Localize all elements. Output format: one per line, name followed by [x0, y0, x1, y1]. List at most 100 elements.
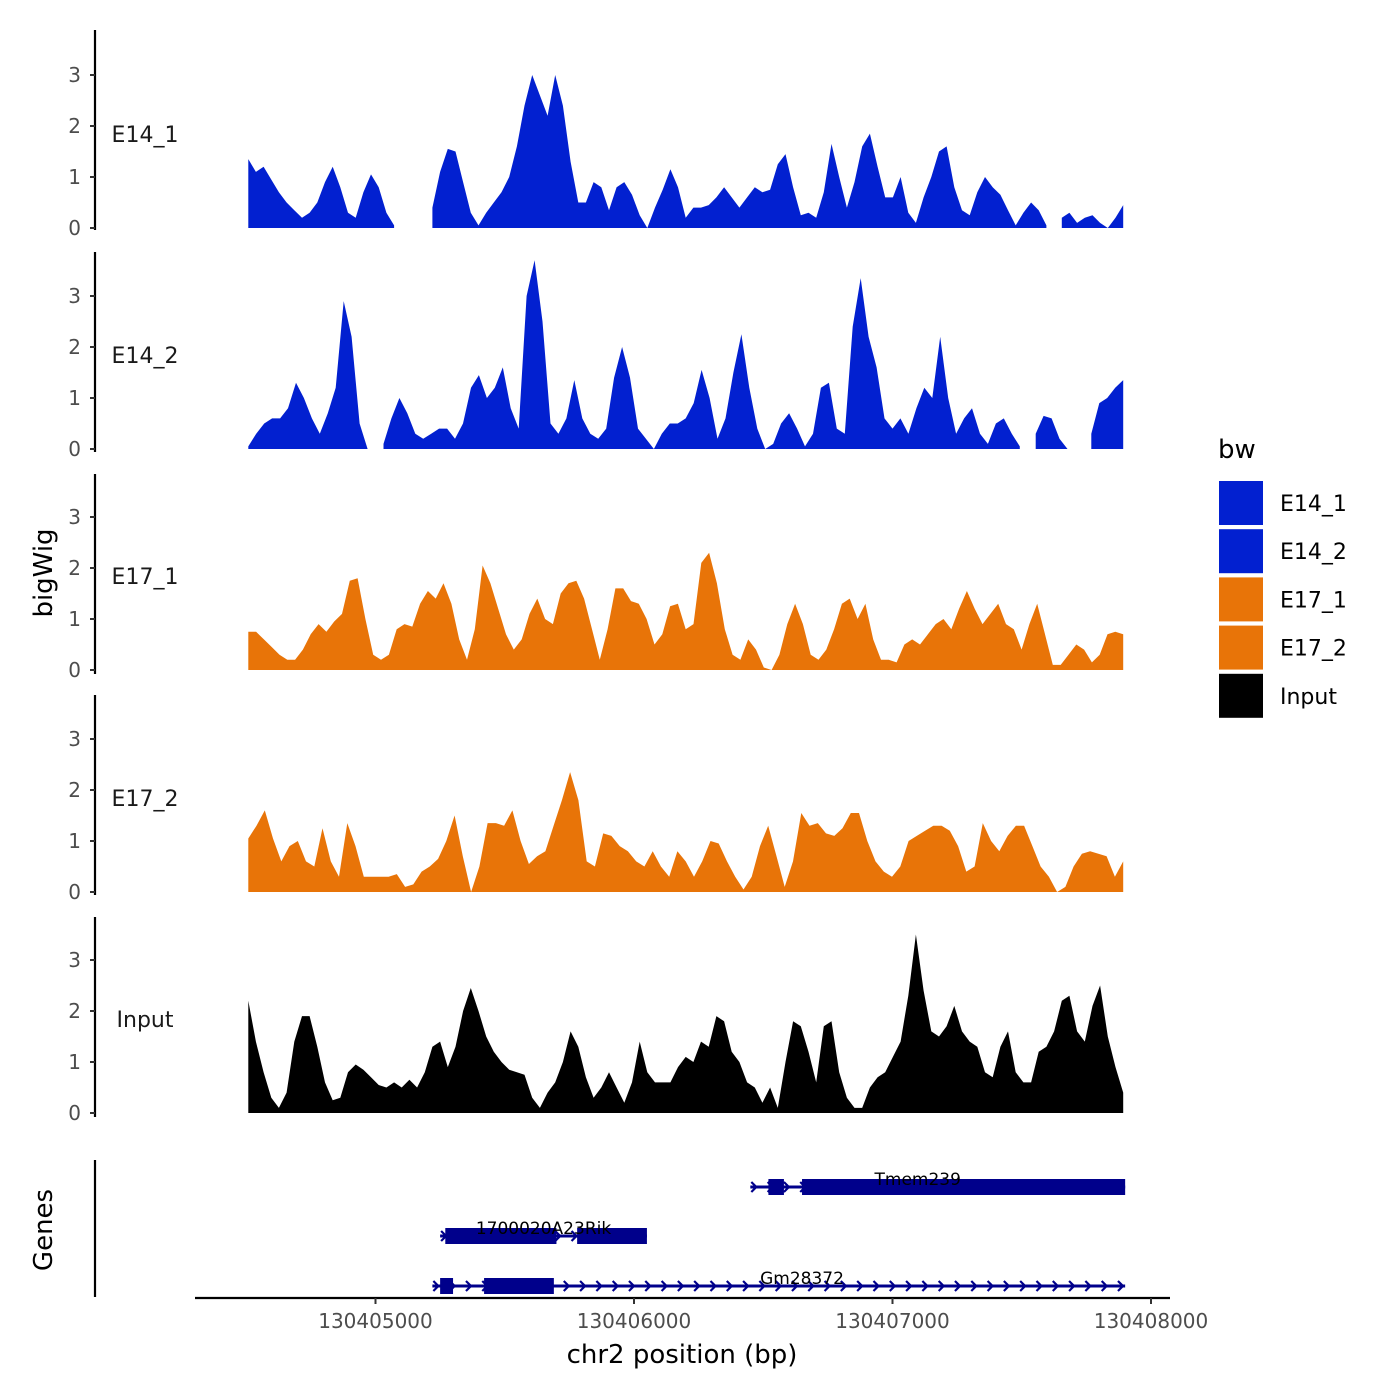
signal-area-e17-1-0: [248, 552, 1124, 670]
strand-arrow: [677, 1280, 685, 1292]
x-axis-title: chr2 position (bp): [567, 1340, 798, 1370]
legend-title: bw: [1218, 435, 1256, 465]
gene-exon: [484, 1278, 554, 1294]
y-tick-label: 1: [68, 607, 81, 631]
strand-arrow: [905, 1280, 913, 1292]
x-tick-label: 130405000: [318, 1309, 433, 1333]
legend-item-e14-1: E14_1: [1219, 481, 1347, 525]
strand-arrow: [856, 1280, 864, 1292]
strand-arrow: [554, 1230, 562, 1242]
legend-swatch: [1219, 577, 1263, 622]
gene-exon: [768, 1179, 784, 1195]
x-axis: 130405000 130406000 130407000 130408000: [195, 1296, 1208, 1333]
track-label: E14_1: [112, 123, 179, 148]
y-axis-title: bigWig: [29, 528, 59, 617]
strand-arrow: [823, 1280, 832, 1292]
strand-arrow: [750, 1181, 758, 1193]
strand-arrow: [1035, 1280, 1044, 1292]
strand-arrow: [937, 1280, 946, 1292]
gene-label: Tmem239: [874, 1170, 961, 1190]
strand-arrow: [954, 1280, 962, 1292]
strand-arrow: [783, 1181, 791, 1193]
panel-input: 0 1 2 3 Input: [68, 917, 1124, 1125]
signal-area-e14-1-2: [1061, 205, 1124, 228]
gene-gm28372: Gm28372: [432, 1269, 1126, 1294]
strand-arrow: [758, 1280, 766, 1292]
legend-swatch: [1219, 481, 1263, 525]
strand-arrow: [1084, 1280, 1092, 1292]
signal-area-e17-2-0: [248, 772, 1124, 892]
y-tick-label: 3: [68, 505, 81, 529]
legend: bw E14_1 E14_2 E17_1 E17_2 Input: [1218, 435, 1347, 718]
panel-e14-1: 0 1 2 3 E14_1: [68, 30, 1124, 240]
gene-tmem239: Tmem239: [750, 1170, 1126, 1195]
legend-label: E17_2: [1280, 637, 1347, 662]
strand-arrow: [570, 1230, 579, 1242]
legend-item-e17-1: E17_1: [1219, 577, 1347, 622]
strand-arrow: [693, 1280, 701, 1292]
track-label: Input: [117, 1008, 174, 1033]
strand-arrow: [921, 1280, 929, 1292]
strand-arrow: [774, 1280, 783, 1292]
y-tick-label: 1: [68, 165, 81, 189]
strand-arrow: [888, 1280, 897, 1292]
y-tick-label: 0: [68, 216, 81, 240]
strand-arrow: [840, 1280, 848, 1292]
gene-exon: [445, 1228, 557, 1244]
strand-arrow: [1003, 1280, 1011, 1292]
legend-label: E17_1: [1280, 588, 1347, 613]
legend-swatch: [1219, 625, 1263, 670]
signal-area-e14-1-0: [248, 159, 395, 228]
strand-arrow: [660, 1280, 669, 1292]
legend-label: E14_2: [1280, 540, 1347, 565]
y-tick-label: 0: [68, 880, 81, 904]
signal-area-e14-1-1: [432, 75, 1047, 228]
track-label: E17_2: [112, 787, 179, 812]
strand-arrow: [986, 1280, 995, 1292]
legend-label: Input: [1280, 685, 1337, 710]
y-tick-label: 3: [68, 63, 81, 87]
strand-arrow: [432, 1280, 440, 1292]
strand-arrow: [579, 1280, 587, 1292]
gene-1700020a23rik: 1700020A23Rik: [440, 1219, 647, 1244]
legend-label: E14_1: [1280, 492, 1347, 517]
track-label: E17_1: [112, 565, 179, 590]
strand-arrow: [644, 1280, 652, 1292]
y-tick-label: 1: [68, 386, 81, 410]
signal-area-e14-2-2: [1035, 415, 1068, 449]
strand-arrow: [628, 1280, 636, 1292]
gene-label: 1700020A23Rik: [476, 1219, 612, 1239]
gene-exon: [577, 1228, 647, 1244]
y-tick-label: 0: [68, 1101, 81, 1125]
y-tick-label: 0: [68, 658, 81, 682]
legend-item-e17-2: E17_2: [1219, 625, 1347, 670]
y-tick-label: 3: [68, 948, 81, 972]
strand-arrow: [1019, 1280, 1027, 1292]
signal-area-input-0: [248, 934, 1124, 1113]
y-tick-label: 2: [68, 778, 81, 802]
genes-axis-title: Genes: [29, 1189, 59, 1271]
y-tick-label: 1: [68, 829, 81, 853]
panel-e17-2: 0 1 2 3 E17_2: [68, 695, 1124, 904]
strand-arrow: [709, 1280, 718, 1292]
strand-arrow: [562, 1280, 571, 1292]
gene-exon: [802, 1179, 1126, 1195]
strand-arrow: [807, 1280, 815, 1292]
signal-area-e14-2-3: [1091, 380, 1124, 449]
x-tick-label: 130406000: [577, 1309, 692, 1333]
strand-arrow: [1117, 1280, 1125, 1292]
legend-item-e14-2: E14_2: [1219, 529, 1347, 574]
legend-item-input: Input: [1219, 673, 1337, 718]
y-tick-label: 3: [68, 727, 81, 751]
strand-arrow: [1068, 1280, 1076, 1292]
x-tick-label: 130407000: [835, 1309, 950, 1333]
strand-arrow: [595, 1280, 603, 1292]
signal-panels: 0 1 2 3 E14_1 0 1 2 3 E14_2 0 1 2 3 E17_1 0 1 2 3 E17_2 0 1 2 3…: [68, 30, 1124, 1125]
strand-arrow: [791, 1280, 799, 1292]
panel-e14-2: 0 1 2 3 E14_2: [68, 252, 1124, 461]
strand-arrow: [725, 1280, 734, 1292]
legend-swatch: [1219, 673, 1263, 718]
legend-swatch: [1219, 529, 1263, 574]
y-tick-label: 2: [68, 114, 81, 138]
